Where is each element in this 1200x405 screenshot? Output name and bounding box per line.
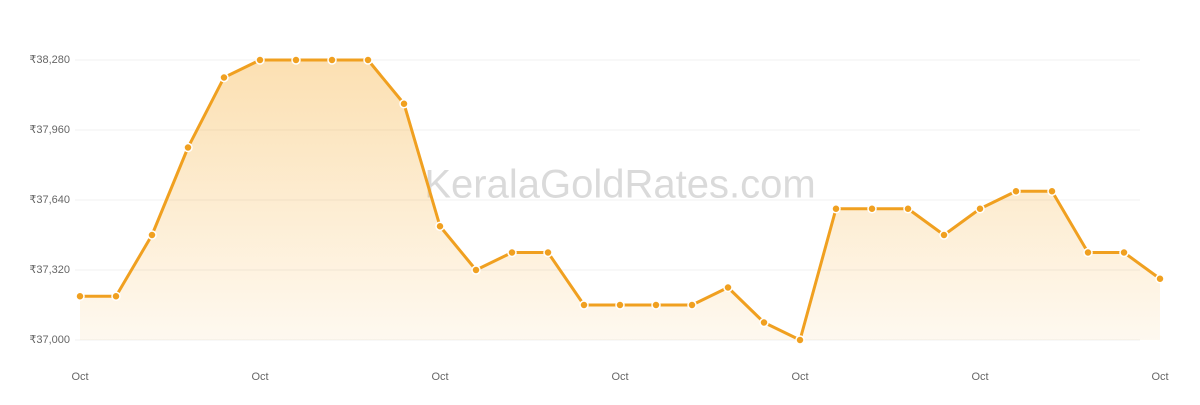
point — [867, 204, 877, 214]
point — [1083, 247, 1093, 258]
point — [435, 221, 445, 231]
watermark: KeralaGoldRates.com — [424, 163, 815, 207]
x-tick-label: Oct — [1151, 371, 1168, 383]
point — [1011, 186, 1021, 196]
point — [1155, 274, 1165, 284]
point — [759, 317, 769, 328]
point — [327, 55, 337, 65]
point — [471, 265, 481, 275]
point — [1047, 186, 1057, 196]
point — [291, 55, 301, 65]
y-tick-label: ₹37,000 — [29, 334, 70, 346]
point — [687, 300, 697, 310]
point — [975, 204, 985, 214]
x-tick-label: Oct — [431, 371, 448, 383]
point — [75, 291, 85, 301]
area-fill — [80, 60, 1160, 340]
point — [651, 300, 661, 310]
point — [1119, 247, 1129, 258]
point — [939, 230, 949, 240]
point — [615, 300, 625, 310]
y-tick-label: ₹37,320 — [29, 264, 70, 276]
point — [183, 142, 193, 153]
point — [363, 55, 373, 65]
point — [543, 247, 553, 258]
point — [831, 204, 841, 214]
y-tick-label: ₹37,640 — [29, 194, 70, 206]
x-tick-label: Oct — [791, 371, 808, 383]
point — [255, 55, 265, 65]
point — [579, 300, 589, 310]
point — [903, 204, 913, 214]
y-tick-label: ₹37,960 — [29, 124, 70, 136]
point — [147, 230, 157, 240]
point — [795, 335, 805, 345]
x-tick-label: Oct — [71, 371, 88, 383]
x-tick-label: Oct — [611, 371, 628, 383]
point — [111, 291, 121, 301]
x-tick-label: Oct — [971, 371, 988, 383]
point — [507, 247, 517, 258]
y-tick-label: ₹38,280 — [29, 54, 70, 66]
point — [219, 72, 229, 83]
x-tick-label: Oct — [251, 371, 268, 383]
point — [399, 99, 409, 109]
point — [723, 282, 733, 293]
